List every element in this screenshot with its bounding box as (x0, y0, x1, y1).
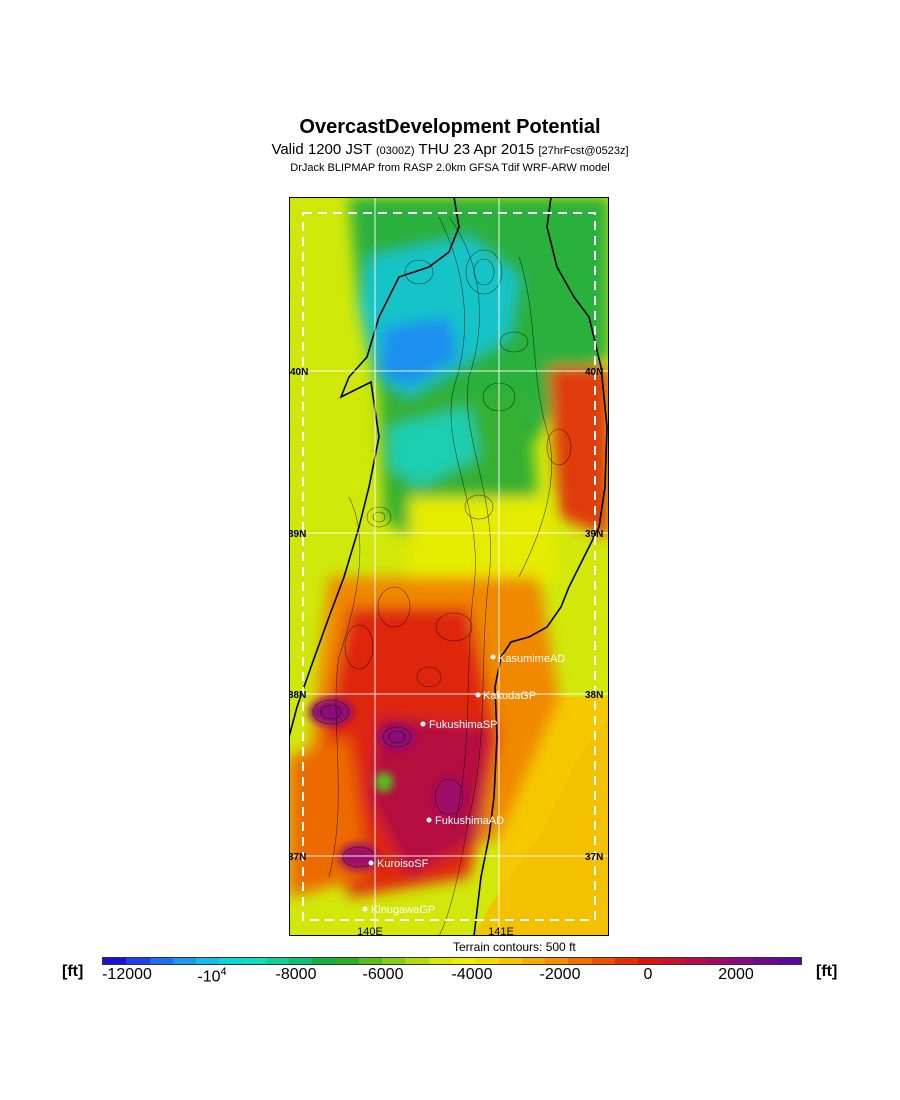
scale-tick-label: 2000 (718, 966, 754, 983)
station-marker (420, 721, 426, 727)
station-marker (475, 692, 481, 698)
color-swatch (126, 958, 150, 964)
color-swatch (754, 958, 778, 964)
field-north-blue (379, 317, 459, 387)
station-label: FukushimaSP (429, 719, 497, 731)
lon-label-top-140: 140E (362, 197, 388, 198)
lat-label-right-38: 38N (585, 690, 603, 701)
valid-time: Valid 1200 JST (271, 141, 372, 158)
scale-tick-label: -4000 (451, 966, 493, 983)
forecast-tag: [27hrFcst@0523z] (538, 145, 629, 157)
color-swatch (707, 958, 732, 964)
unit-label-left: [ft] (62, 963, 84, 980)
color-swatch (638, 958, 662, 964)
utc-time: (0300Z) (375, 145, 415, 157)
chart-title: OvercastDevelopment Potential (299, 116, 601, 138)
station-kuroisosf[interactable]: KuroisoSF (368, 858, 429, 870)
scale-tick-label: -6000 (362, 966, 404, 983)
station-label: FukushimaAD (435, 815, 504, 827)
color-swatch (521, 958, 546, 964)
lon-label-top-141: 141E (486, 197, 512, 198)
lat-label-right-40: 40N (585, 367, 603, 378)
scale-tick-label: -12000 (102, 966, 152, 983)
chart-subtitle: Valid 1200 JST (0300Z) THU 23 Apr 2015 [… (0, 141, 900, 158)
color-swatch (498, 958, 522, 964)
scale-tick-label-exp: -104 (197, 966, 227, 986)
color-swatch (545, 958, 569, 964)
station-marker (490, 654, 496, 660)
lat-label-left-38: 38N (289, 690, 306, 701)
color-swatch (289, 958, 313, 964)
color-swatch (451, 958, 476, 964)
model-caption: DrJack BLIPMAP from RASP 2.0km GFSA Tdif… (290, 162, 610, 174)
color-swatch (103, 958, 127, 964)
lat-label-left-39: 39N (289, 529, 306, 540)
color-swatch (777, 958, 801, 964)
color-swatch (614, 958, 639, 964)
field-green-patch (375, 772, 393, 792)
pacific-sea (474, 717, 609, 936)
field-south-darkred (369, 717, 489, 877)
color-swatch (661, 958, 685, 964)
color-swatch (265, 958, 290, 964)
lat-label-left-40: 40N (290, 367, 308, 378)
color-swatch (358, 958, 383, 964)
color-swatch (242, 958, 266, 964)
station-marker (426, 817, 432, 823)
color-swatch (591, 958, 615, 964)
station-marker (368, 860, 374, 866)
station-kinugawagp[interactable]: KinugawaGP (362, 904, 436, 916)
lat-label-right-39: 39N (585, 529, 603, 540)
inner-domain-box (302, 212, 596, 921)
field-hot-spot-1 (309, 698, 353, 726)
station-label: KakudaGP (483, 690, 536, 702)
station-fukushimasp[interactable]: FukushimaSP (420, 719, 498, 731)
color-swatch (568, 958, 592, 964)
terrain-contour-note: Terrain contours: 500 ft (453, 940, 576, 954)
color-swatch (475, 958, 499, 964)
unit-label-right: [ft] (816, 963, 838, 980)
color-swatch (149, 958, 173, 964)
station-kakudagp[interactable]: KakudaGP (475, 690, 537, 702)
color-swatch (196, 958, 220, 964)
color-swatch (335, 958, 359, 964)
field-hot-spot-2 (379, 725, 415, 749)
station-kasumimead[interactable]: KasumimeAD (490, 653, 566, 665)
lat-lon-grid (289, 197, 609, 936)
scale-tick-label: 0 (643, 966, 653, 983)
color-swatch (172, 958, 197, 964)
valid-date: THU 23 Apr 2015 (418, 141, 535, 158)
coastline-east (473, 197, 608, 936)
lon-label-bottom-141: 141E (488, 926, 514, 936)
color-swatch (382, 958, 406, 964)
scale-tick-label: -2000 (539, 966, 581, 983)
lat-label-left-37: 37N (289, 852, 306, 863)
lon-label-bottom-140: 140E (357, 926, 383, 936)
map-frame (289, 197, 609, 936)
station-label: KinugawaGP (371, 904, 435, 916)
station-label: KuroisoSF (377, 858, 429, 870)
scale-tick-label: -8000 (275, 966, 317, 983)
terrain-contours (312, 216, 572, 936)
color-swatch (428, 958, 452, 964)
station-label: KasumimeAD (498, 653, 565, 665)
color-swatch (405, 958, 429, 964)
field-hot-spot-3 (433, 777, 465, 817)
coastline-west (289, 197, 460, 738)
forecast-map[interactable]: 140E 141E 140E 141E 40N 40N 39N 39N 38N … (288, 186, 609, 938)
color-swatch (312, 958, 336, 964)
color-swatch (731, 958, 755, 964)
station-marker (362, 906, 368, 912)
color-swatch (684, 958, 708, 964)
color-scale-bar (102, 957, 802, 965)
color-swatch (219, 958, 243, 964)
station-fukushimaad[interactable]: FukushimaAD (426, 815, 505, 827)
field-mid-cyan (389, 407, 479, 487)
lat-label-right-37: 37N (585, 852, 603, 863)
